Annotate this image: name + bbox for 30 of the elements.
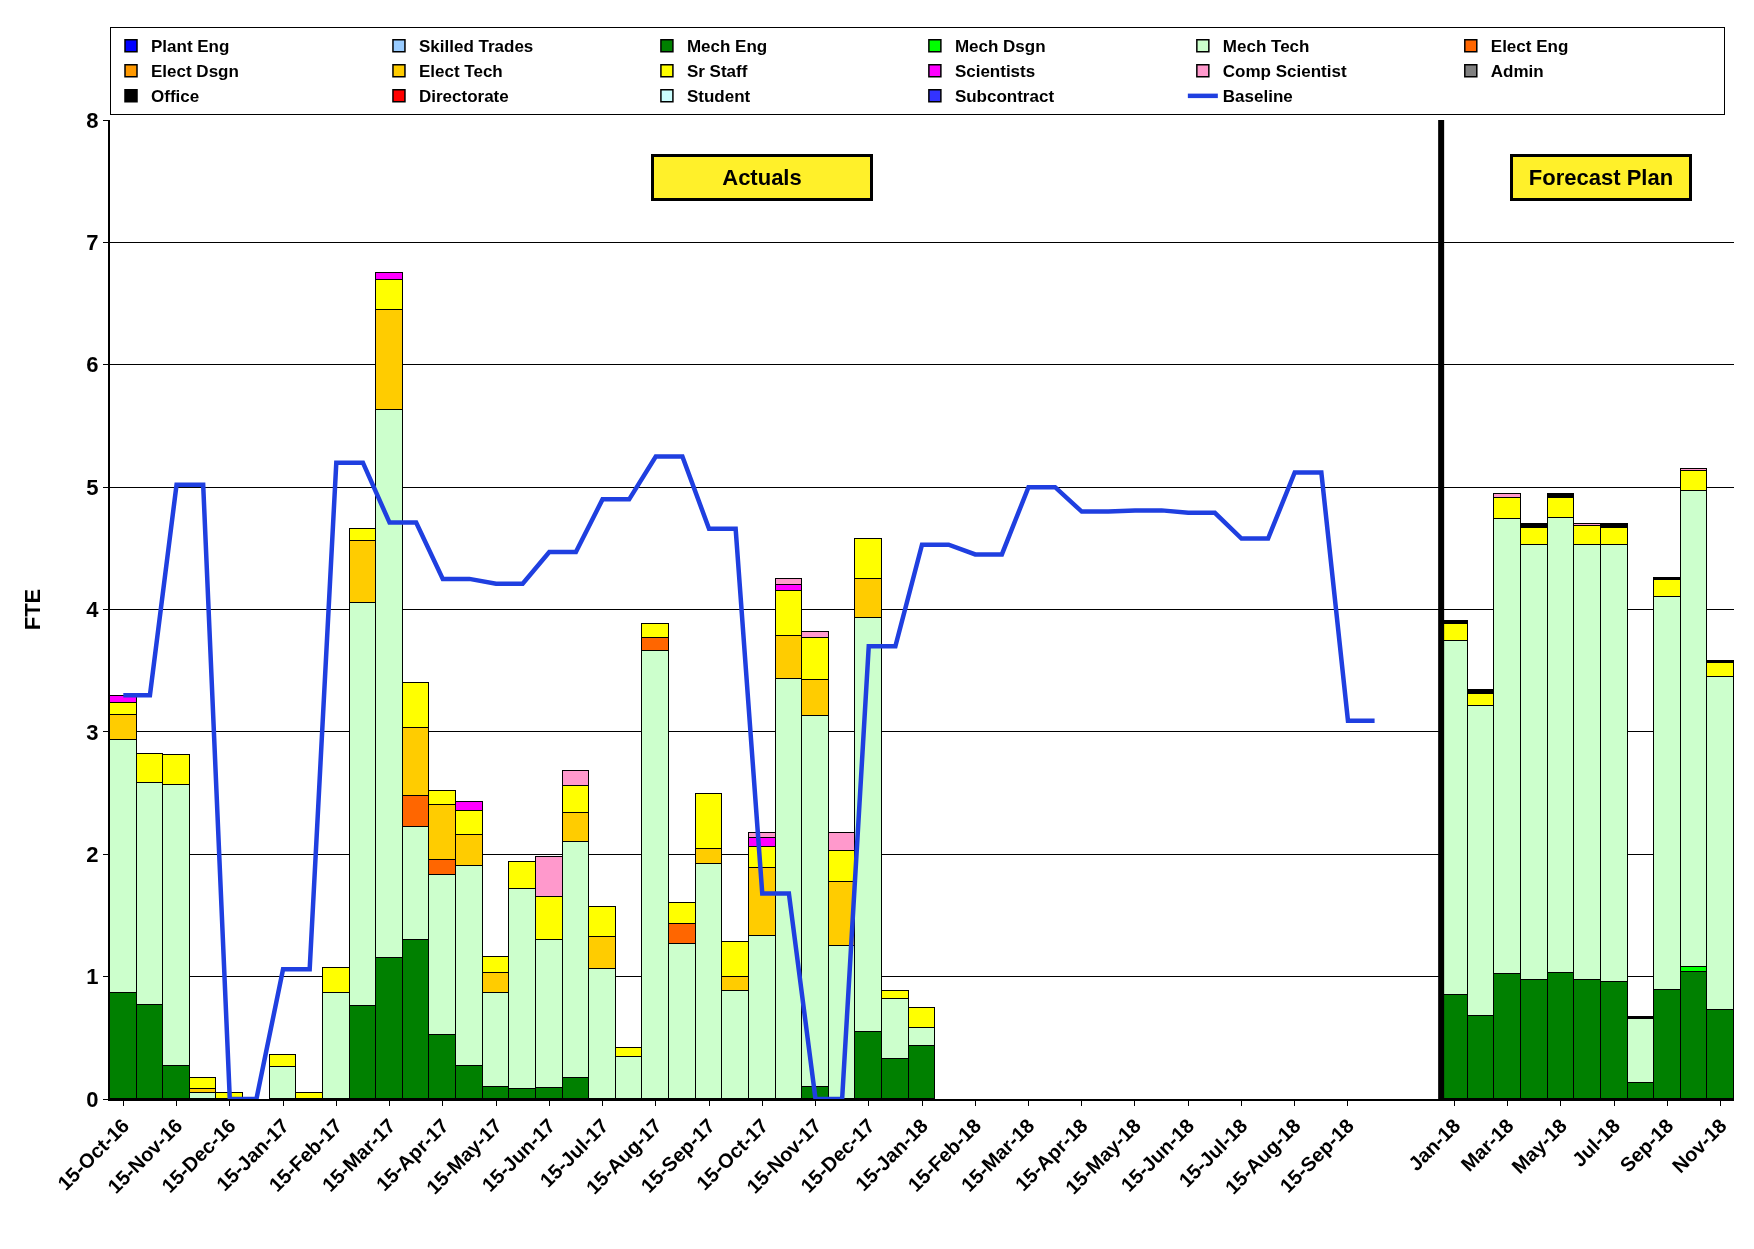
legend-label: Elect Dsgn	[151, 62, 239, 82]
legend-label: Scientists	[954, 62, 1036, 82]
legend-label: Office	[151, 87, 200, 107]
line-series	[121, 454, 1377, 1099]
y-tick-label: 3	[86, 719, 99, 745]
annotation: Forecast Plan	[1528, 165, 1674, 190]
legend-label: Comp Scientist	[1222, 62, 1347, 82]
legend-label: Mech Tech	[1222, 37, 1310, 57]
legend-label: Mech Eng	[686, 37, 768, 57]
annotation: Actuals	[722, 165, 802, 190]
legend-label: Baseline	[1222, 87, 1293, 107]
y-axis-title: FTE	[19, 588, 45, 631]
legend-label: Mech Dsgn	[954, 37, 1046, 57]
y-tick-label: 2	[86, 841, 99, 867]
y-tick-label: 8	[86, 107, 99, 133]
legend-label: Plant Eng	[151, 37, 230, 57]
legend-label: Subcontract	[954, 87, 1055, 107]
legend-label: Student	[686, 87, 751, 107]
legend-label: Skilled Trades	[418, 37, 534, 57]
legend-label: Elect Tech	[418, 62, 503, 82]
y-tick-label: 0	[86, 1086, 99, 1112]
legend-label: Sr Staff	[686, 62, 748, 82]
y-tick-label: 1	[86, 964, 99, 990]
y-tick-label: 5	[86, 474, 99, 500]
legend-label: Directorate	[418, 87, 509, 107]
y-tick-label: 6	[86, 352, 99, 378]
y-tick-label: 7	[86, 230, 99, 256]
y-tick-label: 4	[86, 597, 100, 623]
legend-label: Elect Eng	[1490, 37, 1569, 57]
legend-label: Admin	[1490, 62, 1544, 82]
